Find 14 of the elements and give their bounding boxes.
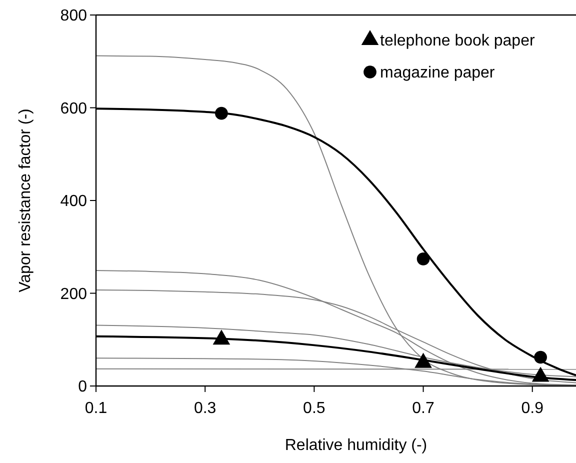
y-tick-label: 600: [60, 100, 88, 118]
x-axis-title: Relative humidity (-): [284, 437, 428, 454]
legend-label: telephone book paper: [380, 32, 536, 50]
x-tick-label: 0.7: [412, 400, 434, 417]
y-tick-label: 400: [60, 193, 88, 210]
legend-label: magazine paper: [380, 64, 496, 82]
x-tick-label: 0.9: [521, 400, 544, 417]
y-tick-label: 0: [78, 378, 88, 396]
x-tick-label: 0.1: [84, 400, 108, 417]
y-tick-label: 800: [60, 8, 88, 25]
x-tick-label: 0.5: [303, 400, 326, 417]
x-tick-label: 0.3: [194, 400, 216, 417]
y-axis-title: Vapor resistance factor (-): [17, 108, 34, 292]
y-tick-label: 200: [60, 286, 88, 303]
